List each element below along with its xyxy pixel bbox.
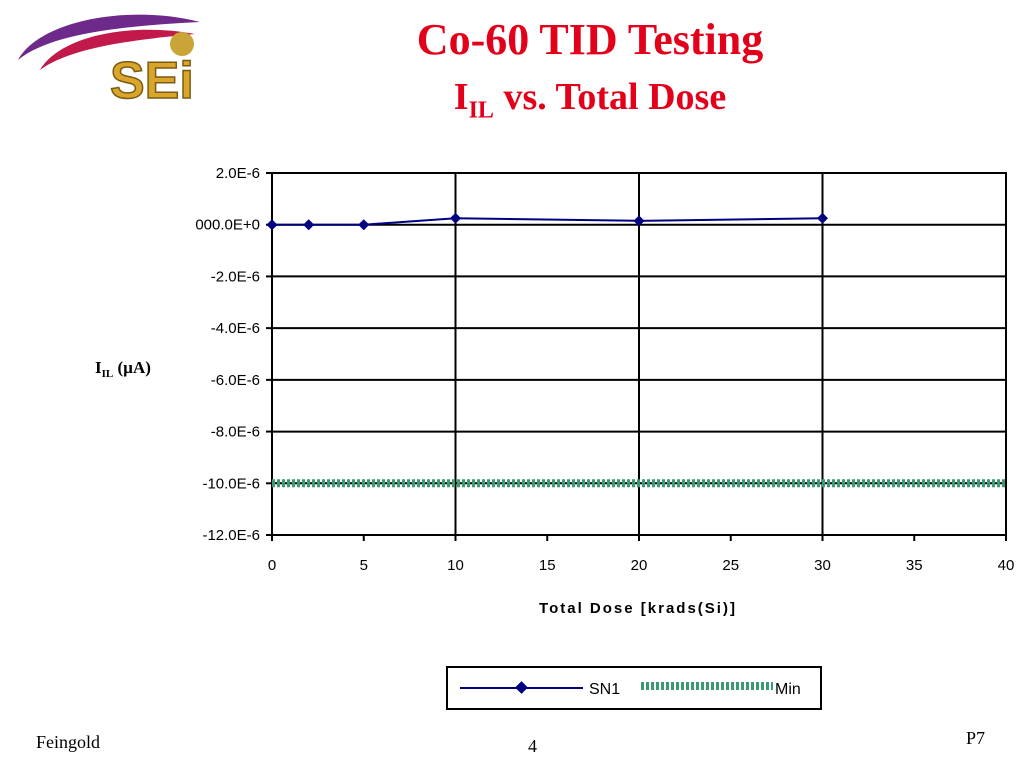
- subtitle-rest: vs. Total Dose: [493, 76, 727, 118]
- footer-page-number: 4: [528, 736, 537, 756]
- footer-slide-id: P7: [966, 728, 986, 748]
- x-tick-label: 0: [268, 557, 276, 574]
- subtitle-subscript: IL: [468, 97, 494, 124]
- chart-series: [266, 212, 1006, 488]
- x-tick-label: 5: [360, 557, 368, 574]
- x-tick-label: 30: [814, 557, 831, 574]
- y-tick-label: 2.0E-6: [216, 165, 260, 182]
- y-axis-label-symbol: I: [95, 358, 102, 377]
- y-axis-label-subscript: IL: [102, 368, 114, 380]
- y-axis-label: IIL (µA): [95, 358, 151, 380]
- logo-text: SEi: [110, 52, 194, 110]
- series-line-sn1: [272, 217, 823, 226]
- data-point-sn1: [358, 219, 370, 231]
- x-tick-label: 40: [998, 557, 1015, 574]
- data-point-sn1: [303, 219, 315, 231]
- y-tick-label: -12.0E-6: [202, 527, 260, 544]
- x-tick-label: 35: [906, 557, 923, 574]
- x-tick-label: 20: [631, 557, 648, 574]
- y-tick-label: -4.0E-6: [211, 320, 260, 337]
- legend: SN1 Min: [446, 666, 822, 710]
- y-tick-label: -8.0E-6: [211, 424, 260, 441]
- footer-author: Feingold: [36, 732, 101, 752]
- subtitle-symbol: I: [453, 76, 469, 118]
- x-tick-label: 15: [539, 557, 556, 574]
- data-point-sn1: [633, 215, 645, 227]
- data-point-sn1: [266, 219, 278, 231]
- x-axis-label: Total Dose [krads(Si)]: [539, 600, 737, 617]
- data-point-sn1: [450, 212, 461, 224]
- legend-label-min: Min: [775, 681, 801, 698]
- chart-ticks: 2.0E-6 000.0E+0 -2.0E-6 -4.0E-6 -6.0E-6 -8.0E…: [195, 165, 1014, 574]
- data-point-sn1: [817, 212, 828, 224]
- x-tick-label: 10: [447, 557, 464, 574]
- y-tick-label: -10.0E-6: [202, 475, 260, 492]
- x-tick-label: 25: [722, 557, 739, 574]
- y-tick-label: 000.0E+0: [195, 217, 260, 234]
- sei-logo: SEi: [18, 14, 200, 110]
- slide-subtitle: IIL vs. Total Dose: [330, 74, 850, 134]
- slide-title: Co-60 TID Testing: [416, 15, 764, 64]
- y-axis-label-unit: (µA): [113, 358, 151, 377]
- legend-label-sn1: SN1: [589, 681, 620, 698]
- logo-swoosh: [18, 14, 200, 61]
- y-tick-label: -6.0E-6: [211, 372, 260, 389]
- y-tick-label: -2.0E-6: [211, 268, 260, 285]
- globe-icon: [170, 32, 194, 56]
